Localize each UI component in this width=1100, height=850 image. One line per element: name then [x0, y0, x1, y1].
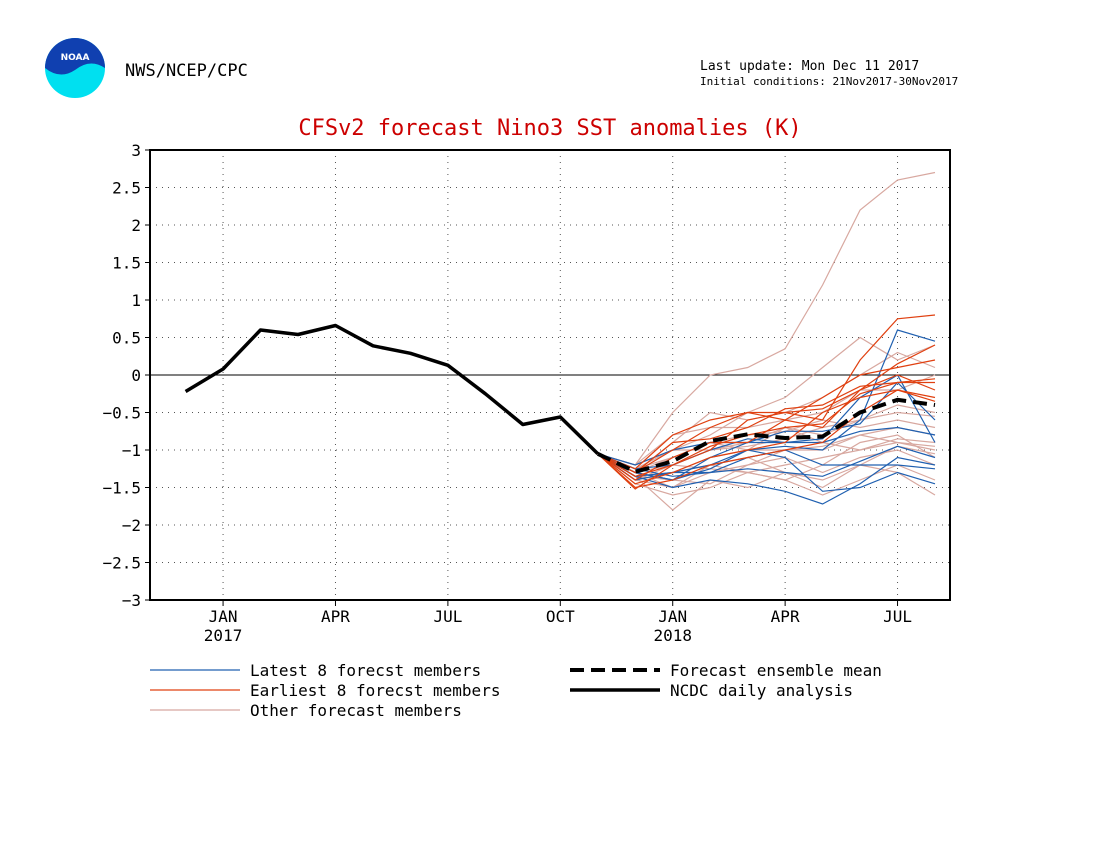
org-label: NWS/NCEP/CPC [125, 61, 248, 81]
axes: −3−2.5−2−1.5−1−0.500.511.522.53JAN2017AP… [102, 141, 912, 645]
x-year-label: 2018 [653, 626, 692, 645]
observed-line [184, 323, 600, 456]
noaa-logo: NOAA [45, 38, 105, 98]
earliest-member-line [597, 378, 936, 477]
x-tick-label: JUL [433, 607, 462, 626]
earliest-member-line [597, 344, 936, 474]
latest-member-line [597, 374, 936, 470]
legend-label-latest: Latest 8 forecst members [250, 661, 481, 680]
y-tick-label: −1 [122, 441, 141, 460]
chart-title: CFSv2 forecast Nino3 SST anomalies (K) [298, 116, 801, 141]
earliest-member-line [597, 314, 936, 490]
x-tick-label: JUL [883, 607, 912, 626]
ensemble-mean-line [596, 397, 936, 474]
y-tick-label: −2.5 [102, 554, 141, 573]
y-tick-label: −3 [122, 591, 141, 610]
logo-text: NOAA [61, 53, 90, 63]
y-tick-label: −0.5 [102, 404, 141, 423]
other-member-line [597, 453, 936, 496]
other-member-line [597, 171, 936, 466]
other-member-line [597, 374, 936, 466]
y-tick-label: 0.5 [112, 329, 141, 348]
other-member-line [597, 426, 936, 474]
y-tick-label: −1.5 [102, 479, 141, 498]
latest-member-line [597, 453, 936, 505]
y-tick-label: 2.5 [112, 179, 141, 198]
earliest-member-line [597, 359, 936, 470]
other-member-line [597, 419, 936, 470]
x-tick-label: JAN [658, 607, 687, 626]
x-tick-label: APR [321, 607, 350, 626]
x-tick-label: OCT [546, 607, 575, 626]
legend-label-other: Other forecast members [250, 701, 462, 720]
x-tick-label: APR [771, 607, 800, 626]
y-tick-label: 2 [131, 216, 141, 235]
grid [150, 150, 950, 600]
earliest-member-line [597, 381, 935, 474]
y-tick-label: 3 [131, 141, 141, 160]
earliest-member-line [597, 389, 936, 489]
y-tick-label: 1 [131, 291, 141, 310]
series [184, 171, 936, 511]
y-tick-label: −2 [122, 516, 141, 535]
earliest-member-line [597, 389, 936, 485]
last-update: Last update: Mon Dec 11 2017 [700, 59, 919, 74]
plot-frame [149, 149, 951, 601]
x-tick-label: JAN [209, 607, 238, 626]
legend-label-mean: Forecast ensemble mean [670, 661, 882, 680]
y-tick-label: 1.5 [112, 254, 141, 273]
y-tick-label: 0 [131, 366, 141, 385]
latest-member-line [597, 445, 936, 477]
legend-label-earliest: Earliest 8 forecst members [250, 681, 500, 700]
logo-inner-shape [45, 38, 105, 75]
other-member-line [597, 453, 936, 511]
latest-member-line [597, 426, 936, 481]
legend-label-observed: NCDC daily analysis [670, 681, 853, 700]
x-year-label: 2017 [204, 626, 243, 645]
initial-conditions: Initial conditions: 21Nov2017-30Nov2017 [700, 75, 958, 88]
